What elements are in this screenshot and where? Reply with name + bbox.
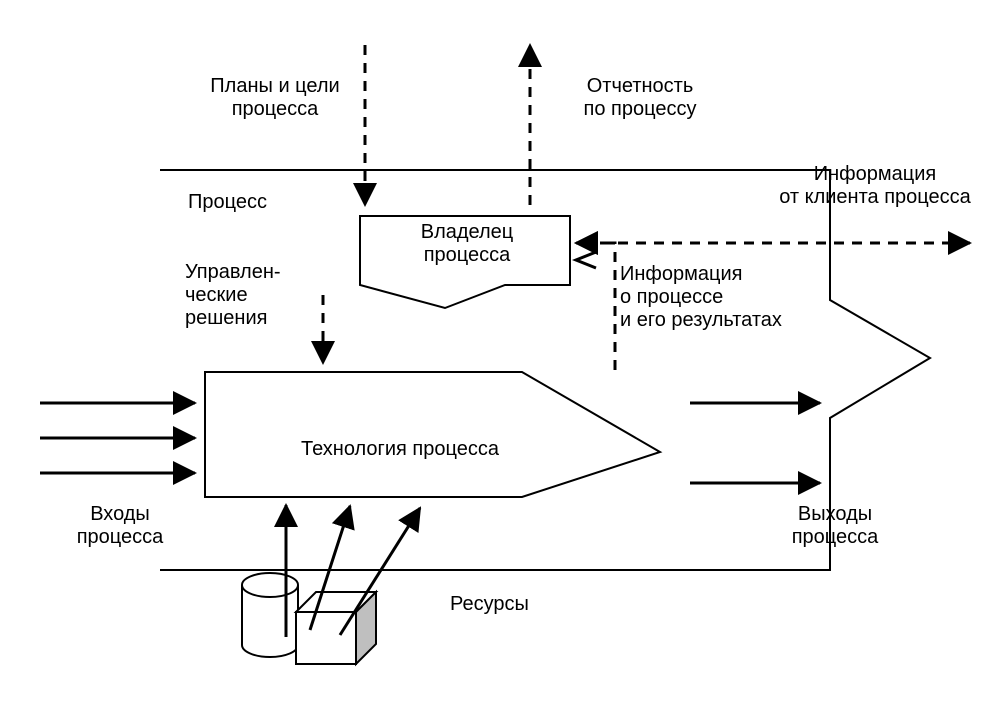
label-process: Процесс — [188, 191, 267, 213]
label-resources: Ресурсы — [450, 593, 529, 615]
label-reporting: Отчетностьпо процессу — [584, 75, 697, 120]
info-arrow-extra-head — [576, 252, 596, 268]
process-technology-box — [205, 372, 660, 497]
resource-cylinder-icon — [242, 573, 298, 657]
label-owner: Владелецпроцесса — [421, 221, 514, 266]
label-plans: Планы и целипроцесса — [210, 75, 339, 120]
label-tech: Технология процесса — [301, 438, 500, 460]
label-proc_info: Информацияо процессеи его результатах — [620, 263, 782, 331]
flow-arrow — [340, 508, 420, 635]
label-inputs: Входыпроцесса — [77, 503, 164, 548]
label-mgmt: Управлен-ческиерешения — [185, 261, 281, 329]
resource-cube-icon — [296, 592, 376, 664]
label-outputs: Выходыпроцесса — [792, 503, 879, 548]
